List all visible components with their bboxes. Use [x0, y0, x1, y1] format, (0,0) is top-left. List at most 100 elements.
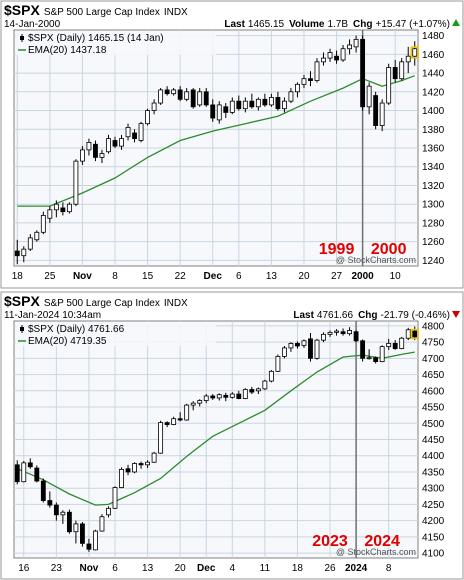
y-tick-label: 1460 — [422, 50, 445, 61]
candle — [34, 465, 40, 483]
y-tick-label: 4250 — [422, 500, 445, 511]
last-value: 4761.66 — [317, 310, 354, 321]
candle-body-up — [151, 102, 157, 111]
x-tick-label: 18 — [292, 563, 304, 574]
x-tick-label: 22 — [175, 271, 187, 282]
candle — [93, 140, 98, 162]
year-label: 1999 — [319, 241, 355, 258]
candle-body-up — [27, 237, 33, 250]
candle-body-up — [112, 487, 118, 509]
x-tick-label: Nov — [73, 271, 92, 282]
candle — [190, 401, 196, 411]
last-price-marker — [410, 46, 420, 59]
candle — [79, 521, 85, 547]
candle — [405, 327, 411, 341]
candle-body-up — [151, 452, 157, 463]
candle — [229, 97, 235, 115]
candle — [366, 82, 372, 115]
candle — [66, 202, 72, 214]
candle-body-up — [66, 203, 72, 213]
candle-body-up — [47, 209, 53, 219]
candle-body-up — [347, 330, 353, 335]
candle-body-down — [373, 95, 379, 126]
candle — [308, 333, 313, 362]
candle — [255, 97, 261, 111]
candle — [177, 86, 183, 102]
candle — [34, 230, 40, 242]
candle — [99, 514, 105, 532]
candle-body-up — [86, 141, 92, 151]
ema-line — [17, 75, 415, 207]
candle — [27, 458, 33, 469]
ema-line — [17, 351, 415, 506]
candle-body-down — [14, 464, 20, 483]
candle — [14, 239, 20, 265]
candle — [73, 159, 79, 207]
candle — [125, 123, 131, 141]
candle — [242, 388, 248, 400]
candle — [112, 486, 118, 509]
x-tick-label: 2000 — [351, 271, 374, 282]
candle-body-down — [190, 89, 196, 108]
candle-body-up — [327, 52, 333, 59]
candle-body-down — [27, 462, 33, 468]
candle-body-up — [281, 347, 287, 357]
candle — [301, 74, 307, 89]
candle-body-up — [242, 389, 248, 399]
candle — [281, 97, 287, 113]
y-tick-label: 1280 — [422, 218, 445, 229]
candle-body-up — [386, 343, 392, 348]
candle — [21, 246, 27, 263]
candle — [405, 46, 411, 74]
candle-body-up — [73, 523, 79, 533]
candle-body-down — [132, 132, 137, 140]
x-tick-label: 13 — [266, 271, 278, 282]
candle — [158, 88, 164, 105]
candle — [392, 59, 398, 83]
candle-body-up — [216, 104, 222, 121]
x-tick-label: 20 — [175, 563, 187, 574]
candle — [125, 464, 131, 476]
volume-label: Volume — [289, 19, 325, 30]
symbol: $SPX — [4, 293, 40, 309]
candle — [145, 460, 151, 469]
candle — [399, 336, 405, 350]
candle — [171, 88, 177, 96]
y-tick-label: 1400 — [422, 106, 445, 117]
candle-body-up — [184, 404, 190, 421]
candle — [79, 146, 85, 165]
x-tick-label: Dec — [204, 271, 223, 282]
x-tick-label: 15 — [142, 271, 154, 282]
candle — [275, 354, 281, 372]
candle — [106, 506, 111, 518]
candle — [295, 82, 300, 98]
candle — [203, 394, 209, 404]
y-tick-label: 4100 — [422, 549, 445, 560]
exchange: INDX — [164, 298, 188, 309]
y-tick-label: 4700 — [422, 354, 445, 365]
candle-body-up — [288, 91, 294, 102]
candle-body-up — [405, 329, 411, 339]
candle-body-down — [177, 418, 183, 421]
y-tick-label: 1440 — [422, 69, 445, 80]
candle-body-up — [34, 231, 40, 241]
candle-body-up — [21, 462, 27, 483]
candle-body-up — [73, 160, 79, 205]
candle-body-down — [112, 140, 118, 147]
y-tick-label: 4750 — [422, 338, 445, 349]
candle — [360, 339, 366, 362]
candle — [119, 134, 124, 150]
candle-body-up — [171, 89, 177, 95]
candle — [295, 341, 300, 349]
candle — [47, 206, 53, 223]
candle-body-up — [405, 55, 411, 63]
candle-body-up — [366, 85, 372, 108]
candle — [27, 234, 33, 252]
candle-body-up — [184, 91, 190, 100]
candle-body-down — [210, 395, 216, 399]
candle — [151, 451, 157, 463]
candle-body-up — [314, 339, 320, 359]
candle — [60, 510, 66, 524]
